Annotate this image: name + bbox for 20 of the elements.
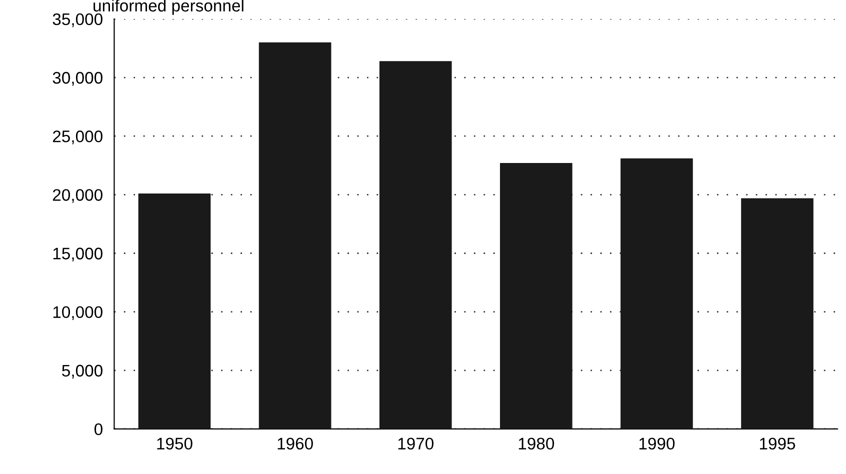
x-tick-label: 1980 [518, 438, 554, 450]
y-tick-label: 25,000 [52, 130, 102, 144]
y-tick-label: 10,000 [53, 306, 102, 320]
bar [620, 158, 693, 429]
y-tick-label: 30,000 [52, 72, 102, 86]
y-tick-label: 15,000 [53, 248, 102, 262]
x-tick-label: 1995 [760, 438, 796, 450]
y-tick-label: 0 [94, 423, 102, 436]
bar [138, 194, 211, 429]
bar [741, 198, 814, 429]
bar [500, 163, 572, 429]
y-tick-label: 35,000 [52, 13, 102, 28]
bar [258, 42, 332, 429]
x-tick-label: 1990 [639, 438, 675, 450]
y-tick-label: 20,000 [52, 189, 102, 203]
x-tick-label: 1960 [278, 438, 313, 450]
x-tick-label: 1970 [398, 438, 434, 450]
bar [379, 61, 452, 429]
y-tick-label: 5,000 [62, 364, 102, 379]
x-tick-label: 1950 [157, 438, 192, 450]
